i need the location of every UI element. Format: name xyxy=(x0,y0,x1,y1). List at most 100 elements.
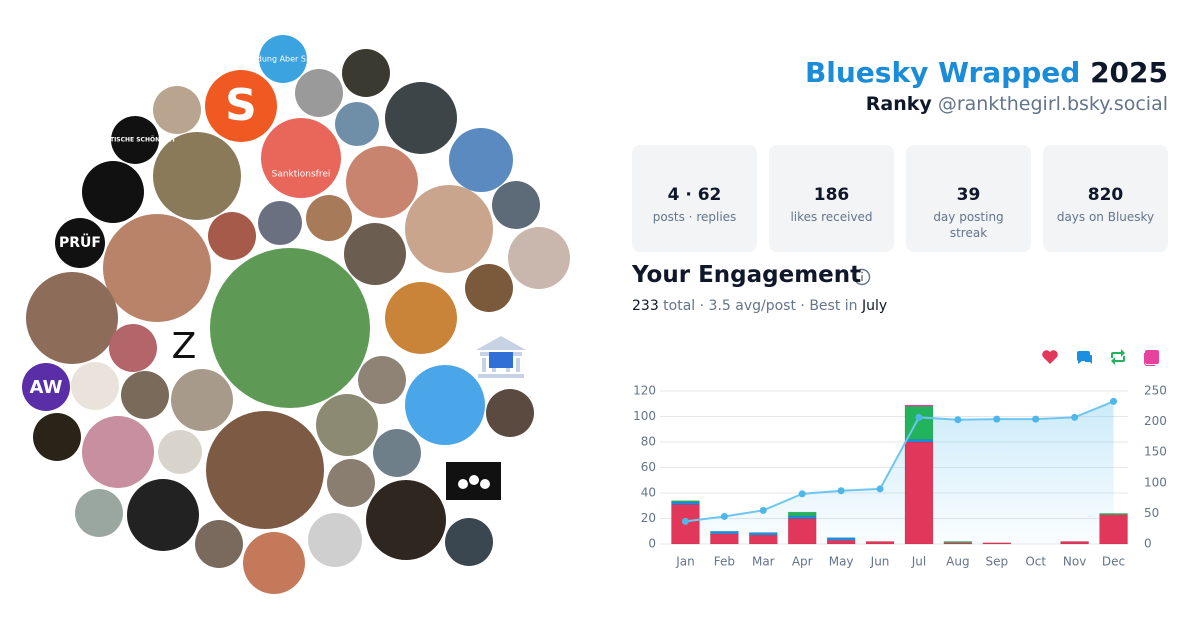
avatar[interactable] xyxy=(366,480,446,560)
line-point xyxy=(720,512,728,520)
avatar[interactable] xyxy=(171,369,233,431)
avatar[interactable] xyxy=(205,70,277,142)
avatar[interactable] xyxy=(449,128,513,192)
avatar[interactable] xyxy=(306,195,352,241)
legend-icon[interactable] xyxy=(1076,351,1092,364)
stat-label: days on Bluesky xyxy=(1056,210,1155,224)
bar-segment xyxy=(904,441,934,545)
avatar[interactable] xyxy=(22,363,70,411)
avatar[interactable] xyxy=(82,161,144,223)
avatar[interactable] xyxy=(33,413,81,461)
avatar[interactable] xyxy=(327,459,375,507)
avatar[interactable] xyxy=(153,86,201,134)
avatar[interactable] xyxy=(259,35,307,83)
avatar-icons xyxy=(446,336,526,500)
avatar[interactable] xyxy=(508,227,570,289)
x-tick-label: Jul xyxy=(911,555,926,569)
header: Bluesky Wrapped 2025 Ranky @rankthegirl.… xyxy=(805,56,1168,115)
avatar[interactable] xyxy=(445,518,493,566)
avatar[interactable] xyxy=(492,181,540,229)
avatar[interactable] xyxy=(243,532,305,594)
avatar[interactable] xyxy=(210,248,370,408)
bar-segment xyxy=(748,532,778,536)
legend-icon[interactable] xyxy=(1111,349,1125,365)
line-point xyxy=(681,517,689,525)
bar-segment xyxy=(904,439,934,443)
avatar[interactable] xyxy=(316,394,378,456)
group-icon xyxy=(458,479,468,489)
summary: 233 total · 3.5 avg/post · Best in July xyxy=(632,298,887,314)
line-point xyxy=(1032,415,1040,423)
line-point xyxy=(915,413,923,421)
avatar-label: S xyxy=(225,80,257,131)
avatar[interactable] xyxy=(82,416,154,488)
avatar[interactable] xyxy=(75,489,123,537)
line-point xyxy=(954,416,962,424)
y2-tick-label: 0 xyxy=(1144,537,1152,551)
bar-segment xyxy=(710,530,739,535)
title-text: Bluesky Wrapped xyxy=(804,56,1081,89)
avatar[interactable] xyxy=(486,389,534,437)
line-point xyxy=(993,415,1001,423)
user-name: Ranky xyxy=(865,93,932,115)
bar-segment xyxy=(748,534,778,545)
avatar[interactable] xyxy=(405,185,493,273)
summary-text: total · 3.5 avg/post · Best in xyxy=(658,298,862,314)
x-tick-label: Nov xyxy=(1063,555,1086,569)
info-icon[interactable] xyxy=(853,268,871,286)
y-tick-label: 120 xyxy=(633,384,656,398)
y2-tick-label: 250 xyxy=(1144,384,1167,398)
avatar[interactable] xyxy=(208,212,256,260)
avatar[interactable] xyxy=(405,365,485,445)
engagement-chart: 0 20 40 60 80 100 120 0 50 100 150 200 250 Jan Feb Mar A… xyxy=(633,349,1167,569)
bar-segment xyxy=(865,541,895,545)
x-tick-label: Dec xyxy=(1102,555,1125,569)
info-icon xyxy=(861,275,863,281)
avatar-label: Sanktionsfrei xyxy=(272,170,331,180)
summary-best: July xyxy=(861,298,888,314)
x-tick-label: Oct xyxy=(1025,555,1046,569)
avatar[interactable] xyxy=(55,218,105,268)
avatar[interactable] xyxy=(358,356,406,404)
year: 2025 xyxy=(1090,56,1168,89)
bar-segment xyxy=(671,500,700,503)
avatar[interactable] xyxy=(127,479,199,551)
avatar[interactable] xyxy=(373,429,421,477)
bar-segment xyxy=(826,539,856,545)
avatar[interactable] xyxy=(111,116,159,164)
avatar[interactable] xyxy=(295,69,343,117)
avatar[interactable] xyxy=(335,102,379,146)
avatar[interactable] xyxy=(344,223,406,285)
x-tick-label: Feb xyxy=(714,555,735,569)
avatar[interactable] xyxy=(103,214,211,322)
bar-segment xyxy=(943,541,973,544)
avatar[interactable] xyxy=(346,146,418,218)
avatar[interactable] xyxy=(195,520,243,568)
avatar[interactable] xyxy=(261,118,341,198)
y-tick-label: 100 xyxy=(633,409,656,423)
line-area xyxy=(685,401,1114,544)
avatar[interactable] xyxy=(26,272,118,364)
avatar[interactable] xyxy=(158,430,202,474)
legend-icon[interactable] xyxy=(1042,350,1058,364)
avatar[interactable] xyxy=(385,282,457,354)
avatar[interactable] xyxy=(385,82,457,154)
x-tick-label: Jan xyxy=(675,555,695,569)
line-point xyxy=(759,506,767,514)
stat-card: 39 day posting streak xyxy=(906,145,1031,252)
avatar[interactable] xyxy=(206,411,324,529)
avatar[interactable] xyxy=(465,264,513,312)
avatar[interactable] xyxy=(109,324,157,372)
avatar[interactable] xyxy=(71,362,119,410)
legend-icon[interactable] xyxy=(1144,350,1159,366)
avatar[interactable] xyxy=(153,132,241,220)
avatar[interactable] xyxy=(121,371,169,419)
line-point xyxy=(837,487,845,495)
bar-segment xyxy=(1099,514,1128,545)
mail-icon xyxy=(489,352,513,368)
avatar[interactable] xyxy=(258,201,302,245)
y-tick-label: 20 xyxy=(641,511,656,525)
avatar[interactable] xyxy=(342,49,390,97)
avatar[interactable] xyxy=(308,513,362,567)
